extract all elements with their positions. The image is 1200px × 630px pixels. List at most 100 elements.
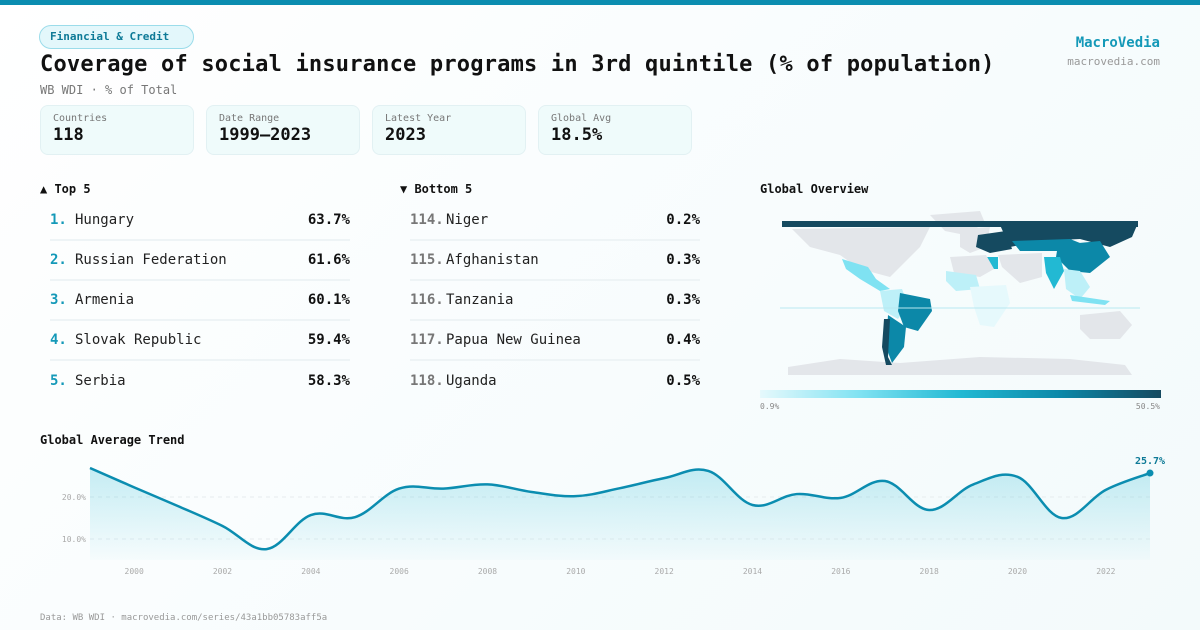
footer-source: Data: WB WDI · macrovedia.com/series/43a… [40,613,328,623]
x-tick-label: 2016 [831,567,850,576]
country-name: Papua New Guinea [446,332,581,348]
list-item[interactable]: 114. Niger 0.2% [410,201,700,241]
x-tick-label: 2020 [1008,567,1027,576]
rank: 117. [410,332,444,348]
stat-label: Date Range [219,113,280,124]
map-heading: Global Overview [760,182,869,196]
trend-chart[interactable]: 10.0% 20.0% 2000 2002 2004 2006 2008 2010 2012 2… [0,440,1200,590]
rank: 114. [410,212,444,228]
brand-url[interactable]: macrovedia.com [1067,55,1160,68]
trend-line [89,466,1151,551]
rank: 118. [410,373,444,389]
stat-card-global-avg: Global Avg 18.5% [538,105,692,155]
country-name: Slovak Republic [75,332,202,348]
x-tick-label: 2010 [566,567,585,576]
stat-value: 1999–2023 [219,125,312,145]
list-item[interactable]: 2. Russian Federation 61.6% [50,241,350,281]
list-item[interactable]: 5. Serbia 58.3% [50,361,350,401]
page-subtitle: WB WDI · % of Total [40,83,178,97]
rank: 115. [410,252,444,268]
country-name: Russian Federation [75,252,227,268]
country-name: Armenia [75,292,135,308]
region-india[interactable] [1044,257,1064,289]
region-china[interactable] [1056,241,1110,273]
rank: 5. [50,373,67,389]
country-value: 0.3% [666,252,700,268]
x-tick-label: 2014 [743,567,762,576]
x-tick-label: 2012 [655,567,674,576]
region-central-south-africa[interactable] [970,285,1010,327]
country-value: 59.4% [307,332,350,348]
stat-label: Global Avg [551,113,612,124]
x-tick-label: 2004 [301,567,320,576]
trend-heading: Global Average Trend [40,433,185,447]
color-scale-max: 50.5% [1135,402,1160,411]
category-badge[interactable]: Financial & Credit [39,25,195,49]
country-name: Uganda [446,373,497,389]
region-middle-east[interactable] [998,253,1042,283]
bottom5-list: 114. Niger 0.2% 115. Afghanistan 0.3% 116. Ta… [410,201,700,401]
color-scale-bar [760,390,1161,398]
color-scale-min: 0.9% [760,402,780,411]
stat-label: Latest Year [385,113,452,124]
stat-value: 18.5% [551,125,603,145]
country-value: 0.4% [666,332,700,348]
list-item[interactable]: 116. Tanzania 0.3% [410,281,700,321]
world-choropleth-map[interactable] [780,207,1140,379]
region-north-africa[interactable] [950,255,994,277]
rank: 1. [50,212,67,228]
y-tick-label: 20.0% [62,493,86,502]
list-item[interactable]: 115. Afghanistan 0.3% [410,241,700,281]
country-value: 63.7% [307,212,350,228]
region-australia[interactable] [1080,311,1132,339]
region-mexico[interactable] [842,259,890,291]
region-indonesia[interactable] [1070,295,1110,305]
brand-name[interactable]: MacroVedia [1075,35,1160,51]
list-item[interactable]: 117. Papua New Guinea 0.4% [410,321,700,361]
country-value: 0.3% [666,292,700,308]
country-value: 60.1% [307,292,350,308]
country-value: 0.2% [666,212,700,228]
region-arctic-strip [782,221,1138,227]
country-name: Afghanistan [446,252,539,268]
country-value: 61.6% [307,252,350,268]
top5-list: 1. Hungary 63.7% 2. Russian Federation 61.6%… [50,201,350,401]
list-item[interactable]: 4. Slovak Republic 59.4% [50,321,350,361]
brand: MacroVedia macrovedia.com [1067,35,1160,68]
region-west-africa[interactable] [946,271,980,291]
country-name: Serbia [75,373,126,389]
stat-value: 2023 [385,125,426,145]
list-item[interactable]: 1. Hungary 63.7% [50,201,350,241]
country-name: Niger [446,212,489,228]
region-chile[interactable] [882,319,892,365]
region-southeast-asia[interactable] [1064,269,1090,299]
stat-card-date-range: Date Range 1999–2023 [206,105,360,155]
country-value: 58.3% [307,373,350,389]
x-tick-label: 2018 [920,567,939,576]
x-tick-label: 2000 [125,567,144,576]
list-item[interactable]: 3. Armenia 60.1% [50,281,350,321]
region-north-america[interactable] [792,227,930,277]
region-antarctica[interactable] [788,357,1132,375]
bottom5-heading: ▼ Bottom 5 [400,182,473,196]
rank: 4. [50,332,67,348]
top-accent-bar [0,0,1200,5]
region-brazil[interactable] [898,293,932,331]
stat-card-countries: Countries 118 [40,105,194,155]
x-tick-label: 2006 [390,567,409,576]
last-data-point[interactable] [1146,469,1154,477]
last-value-label: 25.7% [1135,456,1165,467]
trend-area [90,468,1150,560]
y-tick-label: 10.0% [62,535,86,544]
page-title: Coverage of social insurance programs in… [40,52,995,77]
stat-value: 118 [53,125,84,145]
region-argentina-chile[interactable] [886,315,906,363]
country-value: 0.5% [666,373,700,389]
country-name: Hungary [75,212,135,228]
region-europe-east[interactable] [976,231,1012,253]
rank: 2. [50,252,67,268]
stat-card-latest-year: Latest Year 2023 [372,105,526,155]
stats-row: Countries 118 Date Range 1999–2023 Lates… [40,105,692,155]
x-tick-label: 2008 [478,567,497,576]
list-item[interactable]: 118. Uganda 0.5% [410,361,700,401]
